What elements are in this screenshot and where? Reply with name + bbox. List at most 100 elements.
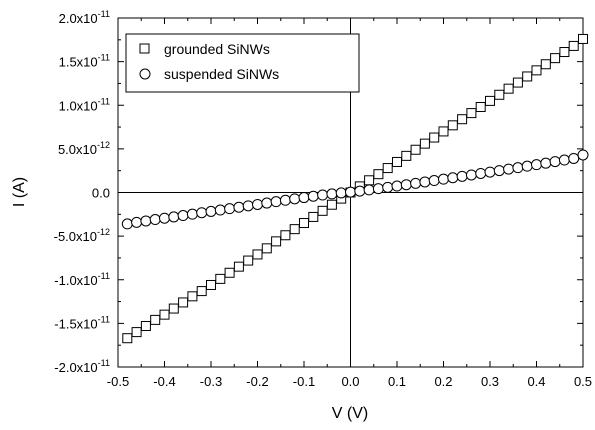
data-point-square xyxy=(280,230,291,241)
data-point-circle xyxy=(465,169,477,181)
x-tick-label: 0.5 xyxy=(574,374,592,389)
data-point-square xyxy=(271,236,282,247)
data-point-square xyxy=(326,199,337,210)
data-point-circle xyxy=(168,211,180,223)
data-point-circle xyxy=(438,173,449,185)
data-point-square xyxy=(178,297,189,308)
data-point-square xyxy=(466,108,477,119)
x-tick-label: -0.1 xyxy=(293,374,315,389)
data-point-square xyxy=(494,89,505,100)
data-point-circle xyxy=(307,190,319,202)
data-point-circle xyxy=(531,159,542,171)
data-point-square xyxy=(475,101,486,112)
data-point-circle xyxy=(558,154,570,166)
data-point-circle xyxy=(456,170,468,182)
y-tick-label: 2.0x10-11 xyxy=(59,9,110,26)
y-tick-label: 1.5x10-11 xyxy=(59,53,110,70)
data-point-circle xyxy=(540,157,552,169)
x-tick-labels: -0.5 -0.4 -0.3 -0.2 -0.1 0.0 0.1 0.2 0.3 0.4 0.5 xyxy=(107,374,592,389)
data-point-square xyxy=(419,138,430,149)
data-series xyxy=(121,33,589,344)
legend-label-grounded: grounded SiNWs xyxy=(164,41,270,57)
data-point-circle xyxy=(177,210,189,222)
data-point-square xyxy=(215,273,226,284)
data-point-square xyxy=(522,71,533,82)
data-point-circle xyxy=(372,183,384,195)
data-point-square xyxy=(550,53,561,64)
data-point-circle xyxy=(363,184,375,196)
data-point-square xyxy=(364,175,375,186)
data-point-square xyxy=(159,309,170,320)
data-point-circle xyxy=(568,152,580,164)
data-point-square xyxy=(308,211,319,222)
legend-circle-marker xyxy=(139,68,151,80)
data-point-square xyxy=(168,303,179,314)
data-point-circle xyxy=(354,185,366,197)
data-point-square xyxy=(531,65,542,76)
data-point-circle xyxy=(335,187,347,199)
y-tick-label: -5.0x10-12 xyxy=(54,227,110,244)
data-point-square xyxy=(261,243,272,254)
data-point-circle xyxy=(131,216,143,228)
data-point-square xyxy=(131,327,142,338)
data-point-circle xyxy=(475,167,487,179)
data-point-circle xyxy=(149,214,161,226)
x-tick-label: -0.2 xyxy=(246,374,268,389)
y-tick-labels: 2.0x10-11 1.5x10-11 1.0x10-11 5.0x10-12 0.0 -… xyxy=(54,9,110,375)
data-point-circle xyxy=(270,196,282,208)
data-point-circle xyxy=(140,215,152,227)
data-point-square xyxy=(243,255,254,266)
data-point-circle xyxy=(521,160,533,172)
data-point-square xyxy=(224,267,235,278)
data-point-circle xyxy=(345,186,356,198)
legend-label-suspended: suspended SiNWs xyxy=(164,66,279,82)
data-point-square xyxy=(503,83,514,94)
data-point-square xyxy=(401,150,412,161)
data-point-circle xyxy=(205,205,217,217)
data-point-square xyxy=(187,291,198,302)
data-point-circle xyxy=(252,198,263,210)
legend: grounded SiNWs suspended SiNWs xyxy=(125,33,360,93)
axis-ticks xyxy=(117,17,584,368)
data-point-circle xyxy=(382,181,394,193)
x-tick-label: 0.4 xyxy=(527,374,545,389)
data-point-square xyxy=(150,314,161,325)
data-point-circle xyxy=(577,149,589,161)
x-tick-label: 0.1 xyxy=(388,374,406,389)
data-point-square xyxy=(568,40,579,51)
data-point-square xyxy=(206,279,216,290)
data-point-circle xyxy=(317,189,329,201)
y-tick-label: 5.0x10-12 xyxy=(58,140,110,157)
data-point-circle xyxy=(512,162,524,174)
data-point-circle xyxy=(428,175,440,187)
data-point-square xyxy=(540,59,551,70)
data-point-circle xyxy=(279,194,291,206)
x-tick-label: 0.3 xyxy=(481,374,499,389)
data-point-square xyxy=(122,333,133,344)
data-point-circle xyxy=(391,180,403,192)
x-tick-label: -0.4 xyxy=(153,374,175,389)
data-point-circle xyxy=(549,156,561,168)
y-tick-label: -1.5x10-11 xyxy=(54,314,110,331)
data-point-circle xyxy=(233,201,245,213)
y-tick-label: 1.0x10-11 xyxy=(59,96,110,113)
data-point-square xyxy=(438,126,449,137)
data-point-circle xyxy=(298,192,310,204)
data-point-circle xyxy=(196,207,208,219)
data-point-circle xyxy=(484,166,496,178)
data-point-circle xyxy=(400,179,412,191)
data-point-circle xyxy=(493,165,505,177)
data-point-square xyxy=(196,286,207,297)
data-point-square xyxy=(447,120,458,131)
data-point-square xyxy=(317,205,328,216)
y-axis-title: I (A) xyxy=(11,177,28,207)
data-point-square xyxy=(233,261,244,272)
data-point-square xyxy=(559,47,570,58)
data-point-circle xyxy=(410,177,422,189)
data-point-square xyxy=(392,156,402,167)
data-point-square xyxy=(512,77,523,88)
data-point-circle xyxy=(289,193,301,205)
series-circle xyxy=(121,149,589,230)
data-point-circle xyxy=(503,163,515,175)
